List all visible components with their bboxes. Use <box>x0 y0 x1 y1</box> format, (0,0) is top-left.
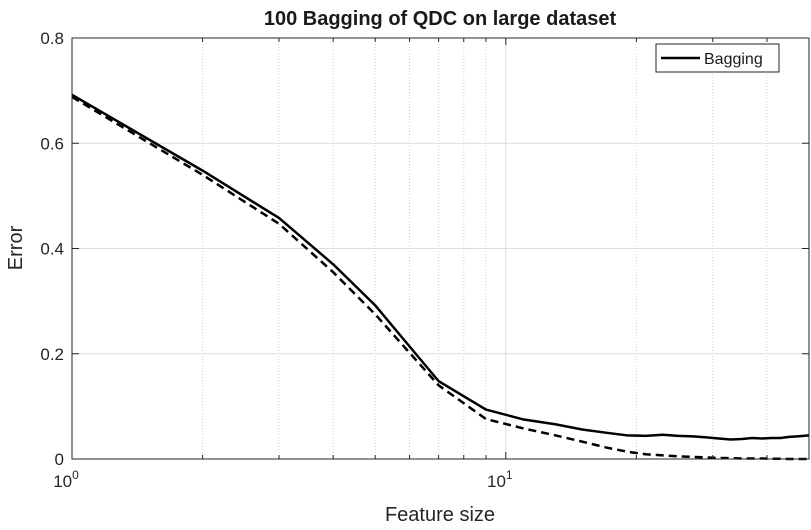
plot-area <box>71 37 810 461</box>
y-tick-label: 0.6 <box>40 134 64 153</box>
y-tick-labels: 0 0.2 0.4 0.6 0.8 <box>40 29 64 469</box>
x-tick-labels: 100 101 <box>53 468 513 491</box>
dashed-series-line <box>71 95 809 461</box>
chart-title: 100 Bagging of QDC on large dataset <box>264 8 617 30</box>
y-tick-label: 0.2 <box>40 345 64 364</box>
y-tick-label: 0.8 <box>40 29 64 48</box>
x-axis-label: Feature size <box>385 504 495 526</box>
series-line-bagging <box>71 93 810 441</box>
legend-label-bagging: Bagging <box>704 51 763 68</box>
x-tick-label: 101 <box>487 468 513 491</box>
axis-ticks <box>71 37 809 460</box>
legend: Bagging <box>655 43 780 73</box>
y-axis-label: Error <box>5 225 27 270</box>
y-tick-label: 0 <box>55 450 64 469</box>
y-tick-label: 0.4 <box>40 240 64 259</box>
x-tick-label: 100 <box>53 468 79 491</box>
series-layer <box>71 93 810 461</box>
